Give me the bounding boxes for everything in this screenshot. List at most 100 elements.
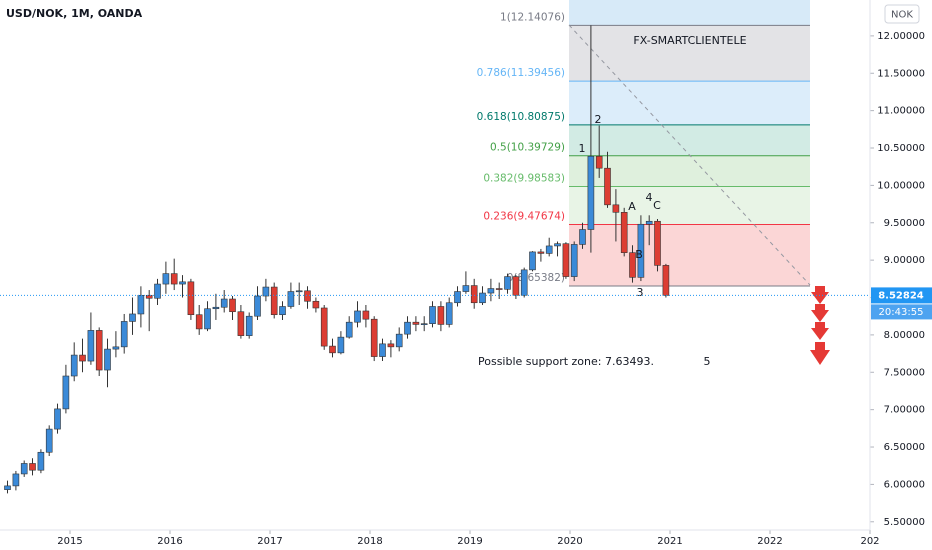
wave-label: 3 xyxy=(637,286,644,299)
x-tick-label: 2021 xyxy=(657,536,682,547)
candle-body xyxy=(479,292,486,304)
candle-body xyxy=(504,276,511,290)
annotation: Possible support zone: 7.63493. xyxy=(478,355,654,368)
y-tick-label: 10.00000 xyxy=(877,180,925,191)
y-tick-label: 5.50000 xyxy=(884,517,925,528)
candle-body xyxy=(154,283,161,299)
annotation: 5 xyxy=(704,355,711,368)
y-tick-label: 9.50000 xyxy=(884,218,925,229)
arrow xyxy=(811,322,829,340)
candle-body xyxy=(104,348,111,371)
candle-body xyxy=(487,288,495,294)
candle-body xyxy=(329,345,336,354)
candle-body xyxy=(112,346,120,350)
y-tick-label: 9.00000 xyxy=(884,255,925,266)
x-tick-label: 2015 xyxy=(57,536,82,547)
fib-zone xyxy=(569,124,810,156)
candle-body xyxy=(362,310,370,320)
candle-body xyxy=(262,286,270,297)
x-tick-label: 2018 xyxy=(357,536,382,547)
currency-button[interactable] xyxy=(884,4,920,24)
price-tag xyxy=(871,287,932,304)
y-tick-label: 6.00000 xyxy=(884,479,925,490)
candle-body xyxy=(70,354,78,377)
y-tick-label: 11.50000 xyxy=(877,68,925,79)
y-tick-label: 8.00000 xyxy=(884,330,925,341)
candle-body xyxy=(237,311,245,336)
candle-body xyxy=(595,155,603,169)
candle-body xyxy=(637,223,645,278)
candle-body xyxy=(462,285,470,292)
candle-body xyxy=(537,251,545,254)
y-tick-label: 11.00000 xyxy=(877,106,925,117)
arrow xyxy=(811,304,829,322)
price-tag-label: 8.52824 xyxy=(878,290,924,301)
wave-label: C xyxy=(653,199,661,212)
candle-body xyxy=(495,288,503,290)
candle-body xyxy=(12,473,20,487)
candle-body xyxy=(437,306,445,325)
down-arrows xyxy=(810,286,830,365)
x-tick-label: 2016 xyxy=(157,536,182,547)
fib-zone xyxy=(569,25,810,82)
candle-body xyxy=(412,321,420,325)
countdown-tag xyxy=(871,304,932,320)
x-tick-label: 2019 xyxy=(457,536,482,547)
y-tick-label: 7.00000 xyxy=(884,405,925,416)
candle-body xyxy=(20,463,28,475)
candle-body xyxy=(137,294,145,315)
candle-body xyxy=(395,333,403,348)
candle-body xyxy=(229,298,236,313)
candle-body xyxy=(270,286,278,316)
candle-body xyxy=(404,321,411,335)
fib-label: 0.5(10.39729) xyxy=(490,142,565,154)
fib-label: 0.382(9.98583) xyxy=(483,172,565,184)
x-tick-label: 2017 xyxy=(257,536,282,547)
candle-body xyxy=(612,204,620,213)
arrow xyxy=(810,342,830,365)
fib-label: 0.618(10.80875) xyxy=(477,111,565,123)
x-tick-label: 2022 xyxy=(757,536,782,547)
wave-label: 4 xyxy=(646,191,653,204)
y-tick-label: 7.50000 xyxy=(884,367,925,378)
countdown-label: 20:43:55 xyxy=(879,307,924,318)
x-tick-label: 2020 xyxy=(557,536,582,547)
candle-body xyxy=(87,330,95,362)
candle-body xyxy=(337,336,345,354)
fib-label: 0.236(9.47674) xyxy=(483,211,565,223)
candle-body xyxy=(662,265,670,296)
wave-label: 1 xyxy=(579,142,586,155)
candle-body xyxy=(529,251,536,271)
candle-body xyxy=(454,291,461,304)
currency-label[interactable]: NOK xyxy=(891,10,913,21)
candle-body xyxy=(587,155,595,230)
y-tick-label: 6.50000 xyxy=(884,442,925,453)
wave-label: 2 xyxy=(595,113,602,126)
candle-body xyxy=(420,323,428,325)
candle-body xyxy=(179,281,186,285)
candle-body xyxy=(162,273,170,285)
fib-label: 0.786(11.39456) xyxy=(477,67,565,79)
candle-body xyxy=(579,229,586,245)
candle-body xyxy=(620,211,628,253)
candle-body xyxy=(320,307,328,347)
candle-body xyxy=(220,298,228,308)
fib-zone xyxy=(569,81,810,125)
candle-body xyxy=(645,220,653,225)
candle-body xyxy=(654,220,661,266)
candle-body xyxy=(279,306,286,316)
candle-body xyxy=(512,276,520,296)
chart-title: USD/NOK, 1M, OANDA xyxy=(6,7,143,20)
candle-body xyxy=(354,310,361,323)
candle-body xyxy=(54,408,61,430)
candle-body xyxy=(120,321,128,348)
candle-body xyxy=(445,302,453,325)
fib-zone xyxy=(569,224,810,287)
candle-body xyxy=(295,290,303,293)
candle-body xyxy=(195,314,203,330)
candle-body xyxy=(129,313,136,322)
candle-body xyxy=(629,252,636,278)
fib-retracement: 1(12.14076) 0.786(11.39456) 0.618(10.80875… xyxy=(477,11,810,287)
x-tick-label: 202 xyxy=(860,536,879,547)
